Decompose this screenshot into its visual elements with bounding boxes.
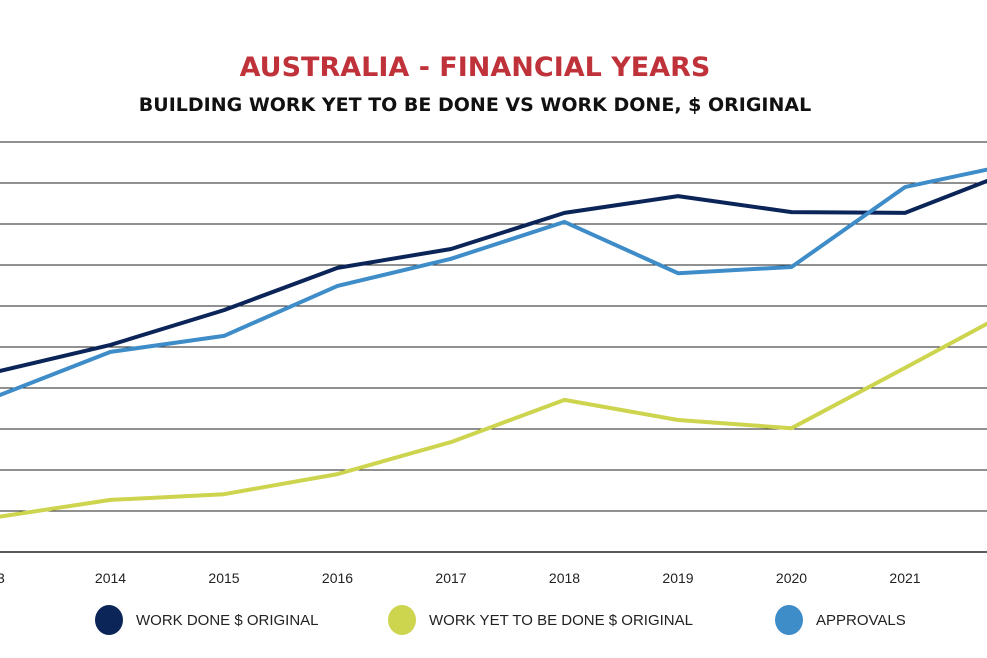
x-tick-label: 2020 bbox=[776, 570, 807, 586]
legend-marker bbox=[95, 605, 123, 635]
x-axis-ticks: 13 2014 2015 2016 2017 2018 2019 2020 2021 bbox=[0, 570, 921, 586]
x-tick-label: 2021 bbox=[889, 570, 920, 586]
x-tick-label: 2014 bbox=[95, 570, 126, 586]
x-tick-label: 2015 bbox=[208, 570, 239, 586]
legend-marker bbox=[388, 605, 416, 635]
x-tick-label: 2019 bbox=[662, 570, 693, 586]
legend: WORK DONE $ ORIGINAL WORK YET TO BE DONE … bbox=[95, 605, 906, 635]
x-tick-label: 13 bbox=[0, 570, 5, 586]
series-line-0 bbox=[0, 178, 987, 373]
gridlines bbox=[0, 141, 987, 553]
series-lines bbox=[0, 167, 987, 519]
series-line-1 bbox=[0, 321, 987, 519]
chart-title: AUSTRALIA - FINANCIAL YEARS bbox=[240, 52, 711, 83]
legend-label: WORK YET TO BE DONE $ ORIGINAL bbox=[429, 612, 693, 629]
x-tick-label: 2018 bbox=[549, 570, 580, 586]
series-line-2 bbox=[0, 167, 987, 398]
x-tick-label: 2016 bbox=[322, 570, 353, 586]
legend-label: WORK DONE $ ORIGINAL bbox=[136, 612, 319, 629]
chart-subtitle: BUILDING WORK YET TO BE DONE VS WORK DON… bbox=[139, 94, 811, 116]
legend-marker bbox=[775, 605, 803, 635]
legend-label: APPROVALS bbox=[816, 612, 906, 629]
x-tick-label: 2017 bbox=[435, 570, 466, 586]
